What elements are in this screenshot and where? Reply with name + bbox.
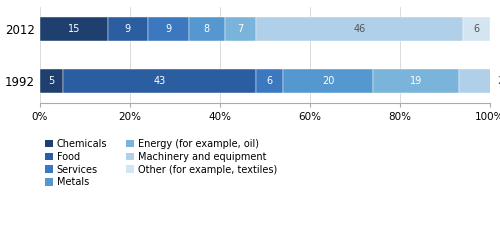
- Text: 15: 15: [68, 24, 80, 34]
- Bar: [62, 69, 256, 93]
- Legend: Chemicals, Food, Services, Metals, Energy (for example, oil), Machinery and equi: Chemicals, Food, Services, Metals, Energ…: [45, 139, 278, 188]
- Text: 9: 9: [124, 24, 131, 34]
- Bar: [256, 69, 283, 93]
- Bar: [148, 17, 188, 41]
- Text: 43: 43: [153, 76, 166, 86]
- Bar: [188, 17, 224, 41]
- Bar: [283, 69, 373, 93]
- Text: 6: 6: [474, 24, 480, 34]
- Bar: [256, 17, 463, 41]
- Bar: [373, 69, 458, 93]
- Bar: [40, 69, 62, 93]
- Bar: [40, 17, 108, 41]
- Bar: [224, 17, 256, 41]
- Bar: [108, 17, 148, 41]
- Text: 7: 7: [237, 24, 244, 34]
- Text: 5: 5: [48, 76, 54, 86]
- Text: 20: 20: [498, 76, 500, 86]
- Bar: [463, 17, 490, 41]
- Text: 46: 46: [354, 24, 366, 34]
- Bar: [458, 69, 500, 93]
- Text: 6: 6: [266, 76, 272, 86]
- Text: 19: 19: [410, 76, 422, 86]
- Text: 8: 8: [204, 24, 210, 34]
- Text: 20: 20: [322, 76, 334, 86]
- Text: 9: 9: [165, 24, 172, 34]
